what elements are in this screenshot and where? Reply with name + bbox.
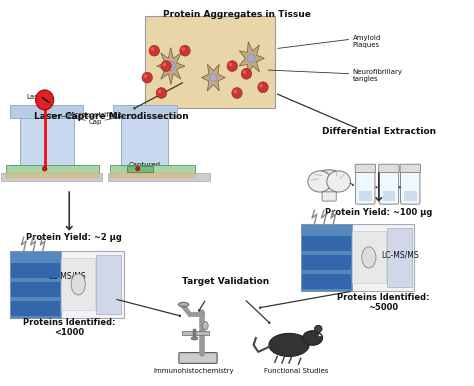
FancyBboxPatch shape [110, 165, 195, 173]
FancyBboxPatch shape [379, 164, 399, 173]
Ellipse shape [241, 68, 252, 79]
Ellipse shape [191, 337, 198, 340]
Ellipse shape [149, 45, 159, 56]
Ellipse shape [227, 61, 237, 71]
Polygon shape [201, 64, 225, 91]
Ellipse shape [232, 88, 242, 98]
Ellipse shape [315, 325, 322, 332]
FancyBboxPatch shape [10, 251, 124, 318]
FancyBboxPatch shape [383, 191, 395, 201]
Text: Protein Yield: ~100 μg: Protein Yield: ~100 μg [325, 208, 432, 217]
Ellipse shape [243, 70, 246, 74]
FancyBboxPatch shape [352, 232, 386, 283]
FancyBboxPatch shape [61, 258, 95, 310]
Ellipse shape [269, 334, 309, 356]
FancyBboxPatch shape [182, 331, 209, 335]
Ellipse shape [311, 170, 347, 193]
Text: Captured
Aggregate: Captured Aggregate [127, 161, 163, 174]
FancyBboxPatch shape [121, 116, 168, 166]
Ellipse shape [228, 63, 232, 66]
Ellipse shape [180, 45, 190, 56]
FancyBboxPatch shape [110, 173, 195, 178]
Ellipse shape [308, 171, 331, 192]
Ellipse shape [327, 171, 350, 192]
FancyBboxPatch shape [387, 228, 412, 287]
FancyBboxPatch shape [356, 170, 375, 204]
FancyBboxPatch shape [400, 164, 420, 173]
FancyBboxPatch shape [179, 353, 217, 363]
Ellipse shape [178, 302, 189, 307]
Text: Tissue: Tissue [75, 167, 97, 173]
Ellipse shape [156, 88, 166, 98]
Ellipse shape [151, 47, 155, 51]
Ellipse shape [42, 166, 47, 171]
Ellipse shape [161, 61, 171, 71]
FancyBboxPatch shape [109, 173, 210, 181]
Text: Differential Extraction: Differential Extraction [322, 127, 436, 136]
Polygon shape [239, 42, 264, 75]
Text: Amyloid
Plaques: Amyloid Plaques [353, 35, 381, 47]
FancyBboxPatch shape [301, 224, 352, 291]
Text: Proteins Identified:
~5000: Proteins Identified: ~5000 [337, 293, 430, 312]
Text: Neurofibrillary
tangles: Neurofibrillary tangles [353, 69, 403, 82]
Text: Laser Capture Microdissection: Laser Capture Microdissection [35, 112, 189, 120]
Ellipse shape [71, 274, 85, 295]
FancyBboxPatch shape [322, 192, 336, 201]
Ellipse shape [162, 63, 166, 66]
FancyBboxPatch shape [96, 254, 121, 314]
Polygon shape [156, 47, 185, 85]
FancyBboxPatch shape [11, 282, 60, 297]
FancyBboxPatch shape [0, 173, 102, 181]
FancyBboxPatch shape [302, 236, 350, 251]
Ellipse shape [202, 322, 208, 330]
Text: Protein Yield: ~2 μg: Protein Yield: ~2 μg [26, 233, 122, 242]
Text: Proteins Identified:
<1000: Proteins Identified: <1000 [23, 318, 116, 337]
FancyBboxPatch shape [6, 173, 99, 178]
FancyBboxPatch shape [10, 251, 61, 318]
FancyBboxPatch shape [379, 170, 399, 204]
Text: Film: Film [10, 165, 24, 171]
FancyBboxPatch shape [145, 16, 275, 108]
Text: Immunohistochemistry: Immunohistochemistry [153, 368, 234, 374]
Text: Target Validation: Target Validation [182, 277, 269, 286]
FancyBboxPatch shape [401, 170, 420, 204]
Ellipse shape [362, 247, 376, 268]
FancyBboxPatch shape [404, 191, 417, 201]
Text: LC-MS/MS: LC-MS/MS [381, 250, 419, 259]
Ellipse shape [259, 84, 263, 88]
FancyBboxPatch shape [6, 165, 99, 173]
Ellipse shape [36, 90, 54, 110]
Ellipse shape [303, 331, 322, 345]
Text: Laser: Laser [27, 94, 46, 100]
FancyBboxPatch shape [11, 262, 60, 278]
Text: Microcentrifuge
Cap: Microcentrifuge Cap [68, 112, 123, 125]
FancyBboxPatch shape [359, 191, 372, 201]
Ellipse shape [136, 167, 140, 171]
Text: Functional Studies: Functional Studies [264, 368, 328, 374]
Ellipse shape [247, 54, 255, 63]
Ellipse shape [181, 47, 185, 51]
FancyBboxPatch shape [355, 164, 375, 173]
FancyBboxPatch shape [127, 166, 153, 172]
FancyBboxPatch shape [301, 224, 414, 291]
FancyBboxPatch shape [302, 255, 350, 270]
Ellipse shape [142, 72, 153, 83]
FancyBboxPatch shape [10, 105, 83, 118]
Ellipse shape [258, 82, 268, 93]
Ellipse shape [157, 90, 161, 93]
Ellipse shape [144, 74, 147, 78]
Text: Protein Aggregates in Tissue: Protein Aggregates in Tissue [163, 10, 311, 19]
Ellipse shape [166, 61, 175, 71]
FancyBboxPatch shape [302, 274, 350, 289]
FancyBboxPatch shape [11, 301, 60, 316]
FancyBboxPatch shape [113, 105, 177, 118]
FancyBboxPatch shape [19, 116, 74, 166]
Text: LC-MS/MS: LC-MS/MS [48, 271, 86, 280]
Ellipse shape [233, 90, 237, 93]
Ellipse shape [210, 74, 217, 81]
Ellipse shape [319, 334, 321, 336]
